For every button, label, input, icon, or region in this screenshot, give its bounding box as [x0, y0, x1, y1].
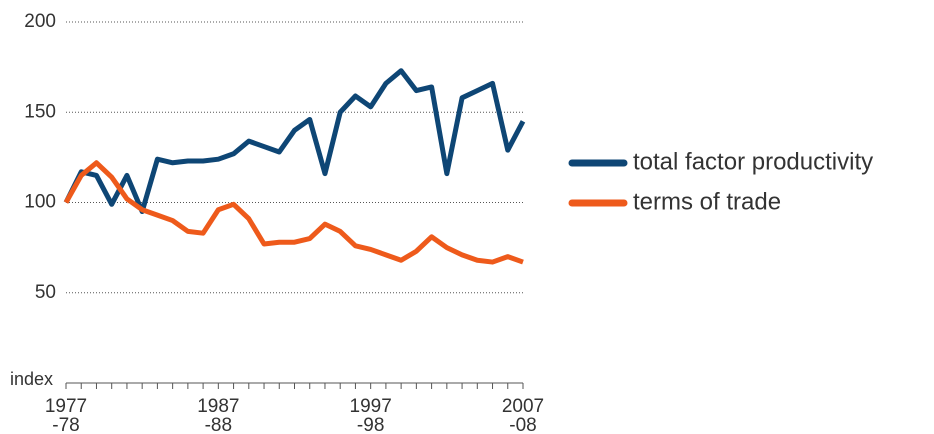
x-tick-label: 1997 -98: [349, 396, 392, 434]
legend-label: total factor productivity: [633, 148, 873, 175]
y-axis-label: index: [10, 369, 53, 389]
x-tick-label: 2007 -08: [501, 396, 545, 434]
line-series: [63, 160, 524, 265]
legend-label: terms of trade: [633, 188, 781, 215]
y-tick-label: 200: [24, 11, 56, 32]
x-tick-label: 1977 -78: [44, 396, 88, 434]
y-tick-label: 50: [35, 282, 56, 303]
line-series: [63, 68, 526, 215]
y-tick-label: 150: [24, 101, 56, 122]
y-tick-label: 100: [24, 192, 56, 213]
x-tick-label: 1987 -88: [197, 396, 240, 434]
